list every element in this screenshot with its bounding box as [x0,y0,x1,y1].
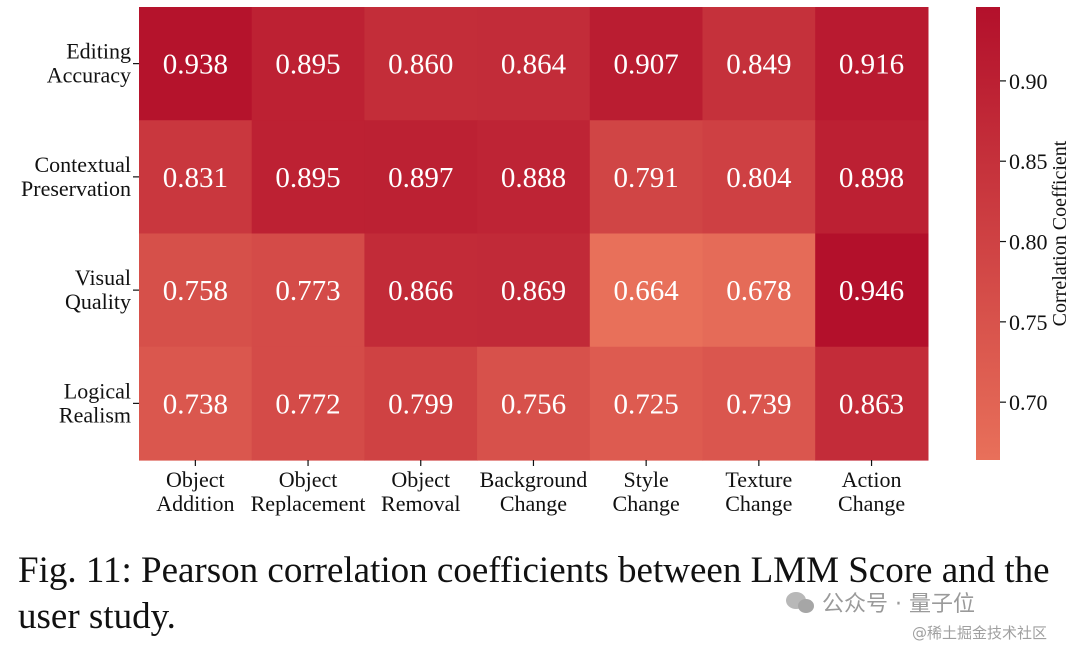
heatmap-cell [251,233,365,348]
cell-value-label: 0.866 [388,275,453,307]
heatmap-cell [702,7,816,121]
cell-value-label: 0.895 [275,162,340,194]
colorbar-gradient [976,7,1000,460]
column-label: Object Removal [381,467,460,516]
figure-caption: Fig. 11: Pearson correlation coefficient… [18,550,1050,637]
cell-value-label: 0.898 [839,162,904,194]
heatmap-cell [364,7,478,121]
column-label: Action Change [838,467,905,516]
wechat-icon [786,590,816,614]
cell-value-label: 0.678 [726,275,791,307]
cell-value-label: 0.946 [839,275,904,307]
colorbar: 0.70 0.75 0.80 0.85 0.90 Correlation Coeffici… [976,7,1071,460]
heatmap-cell [477,233,591,348]
cell-value-label: 0.938 [163,49,228,81]
watermark: 公众号 · 量子位 [786,586,975,618]
heatmap-cell [139,7,253,121]
heatmap-cell [251,7,365,121]
heatmap-cell [589,7,704,121]
row-label: Editing Accuracy [47,39,131,88]
heatmap-cell [251,120,365,235]
cell-value-label: 0.799 [388,388,453,420]
heatmap-cell [139,120,253,235]
heatmap-cell [139,346,253,461]
row-label: Logical Realism [59,378,131,427]
heatmap-cell [702,120,816,235]
colorbar-tick-label: 0.90 [1009,69,1048,94]
cell-value-label: 0.804 [726,162,792,194]
cell-value-label: 0.869 [501,275,566,307]
watermark-text: 公众号 · 量子位 [822,592,975,617]
heatmap-cell [364,120,478,235]
heatmap-cell [589,233,704,348]
cell-value-label: 0.725 [614,388,679,420]
colorbar-tick-label: 0.80 [1009,230,1048,255]
heatmap-cell [702,233,816,348]
watermark-subtext: @稀土掘金技术社区 [912,624,1048,642]
heatmap-cell [815,120,929,235]
cell-value-label: 0.664 [614,275,680,307]
heatmap-cell [251,346,365,461]
column-label: Object Addition [156,467,234,516]
cell-value-label: 0.860 [388,49,453,81]
heatmap-cell [139,233,253,348]
cell-value-label: 0.791 [614,162,679,194]
column-label: Style Change [613,467,680,516]
cell-value-label: 0.756 [501,388,566,420]
column-labels: Object Addition Object Replacement Object Rem… [156,460,905,516]
colorbar-title: Correlation Coefficient [1049,140,1071,326]
cell-value-label: 0.863 [839,388,904,420]
colorbar-tick-label: 0.70 [1009,390,1048,415]
row-labels: Editing Accuracy Contextual Preservation Vis… [21,39,139,427]
cell-value-label: 0.849 [726,49,791,81]
heatmap-cell-labels: 0.938 0.895 0.860 0.864 0.907 0.849 0.916 0.831… [163,49,904,421]
heatmap-cell [815,7,929,121]
heatmap-cell [589,120,704,235]
column-label: Object Replacement [251,467,366,516]
heatmap-cell [364,233,478,348]
cell-value-label: 0.772 [275,388,340,420]
heatmap-chart: 0.938 0.895 0.860 0.864 0.907 0.849 0.916 0.831… [21,7,1071,516]
colorbar-tick-label: 0.85 [1009,149,1048,174]
cell-value-label: 0.895 [275,49,340,81]
heatmap-cell [589,346,704,461]
heatmap-cell [477,7,591,121]
column-label: Texture Change [725,467,792,516]
heatmap-cells [139,7,929,461]
heatmap-cell [364,346,478,461]
heatmap-cell [815,346,929,461]
cell-value-label: 0.738 [163,388,228,420]
heatmap-cell [815,233,929,348]
cell-value-label: 0.758 [163,275,228,307]
colorbar-tick-label: 0.75 [1009,310,1048,335]
cell-value-label: 0.773 [275,275,340,307]
row-label: Visual Quality [65,265,131,314]
cell-value-label: 0.897 [388,162,453,194]
heatmap-cell [702,346,816,461]
cell-value-label: 0.907 [614,49,679,81]
cell-value-label: 0.888 [501,162,566,194]
cell-value-label: 0.739 [726,388,791,420]
cell-value-label: 0.916 [839,49,904,81]
cell-value-label: 0.831 [163,162,228,194]
row-label: Contextual Preservation [21,152,131,201]
heatmap-cell [477,120,591,235]
column-label: Background Change [480,467,588,516]
heatmap-cell [477,346,591,461]
cell-value-label: 0.864 [501,49,567,81]
